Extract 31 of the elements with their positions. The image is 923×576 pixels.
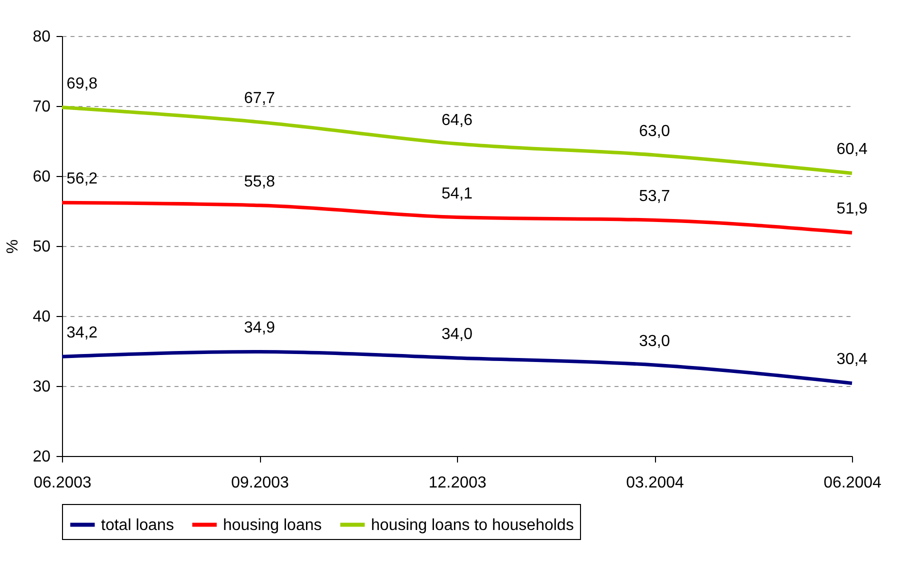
- y-axis-title: %: [4, 239, 22, 254]
- legend-label: housing loans: [223, 516, 322, 534]
- data-label: 54,1: [441, 185, 473, 202]
- data-label: 34,9: [244, 320, 276, 337]
- y-tick-label: 40: [32, 308, 51, 326]
- x-tick-label: 03.2004: [626, 474, 684, 492]
- x-tick-label: 09.2003: [231, 474, 290, 492]
- data-label: 30,4: [836, 351, 868, 368]
- data-label: 51,9: [836, 200, 868, 218]
- data-label: 34,0: [441, 326, 473, 343]
- y-tick-label: 30: [32, 378, 51, 396]
- data-label: 56,2: [66, 170, 98, 188]
- y-tick-label: 80: [32, 28, 51, 46]
- legend-label: housing loans to households: [371, 516, 574, 534]
- data-label: 67,7: [244, 90, 276, 108]
- y-tick-label: 50: [32, 238, 51, 256]
- x-tick-label: 06.2003: [34, 474, 92, 492]
- data-label: 69,8: [66, 75, 98, 92]
- x-tick-label: 12.2003: [428, 474, 487, 492]
- x-tick-label: 06.2004: [824, 474, 882, 492]
- legend-label: total loans: [101, 516, 174, 534]
- data-label: 63,0: [638, 123, 670, 140]
- data-label: 55,8: [244, 173, 276, 190]
- data-label: 53,7: [638, 188, 670, 206]
- data-label: 34,2: [66, 324, 98, 342]
- data-label: 33,0: [638, 333, 670, 350]
- y-tick-label: 20: [32, 448, 51, 466]
- data-label: 64,6: [441, 112, 473, 129]
- y-tick-label: 70: [32, 98, 51, 116]
- y-tick-label: 60: [32, 168, 51, 186]
- data-label: 60,4: [836, 141, 868, 158]
